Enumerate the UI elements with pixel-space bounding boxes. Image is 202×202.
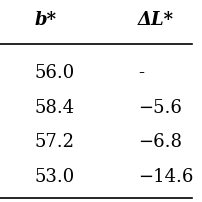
Text: 56.0: 56.0 (34, 64, 74, 82)
Text: b*: b* (34, 11, 56, 29)
Text: −5.6: −5.6 (137, 98, 181, 116)
Text: −6.8: −6.8 (137, 133, 181, 150)
Text: 58.4: 58.4 (34, 98, 74, 116)
Text: -: - (137, 64, 143, 82)
Text: −14.6: −14.6 (137, 167, 193, 185)
Text: 53.0: 53.0 (34, 167, 74, 185)
Text: 57.2: 57.2 (34, 133, 74, 150)
Text: ΔL*: ΔL* (137, 11, 173, 29)
